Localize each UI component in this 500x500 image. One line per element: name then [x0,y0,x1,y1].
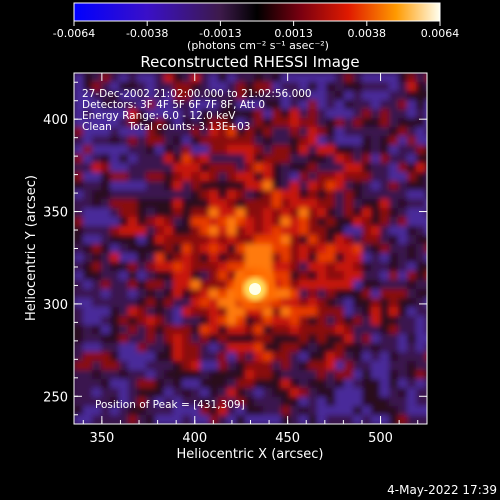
y-tick-label: 300 [43,298,68,313]
annotation-clean-counts: Clean Total counts: 3.13E+03 [82,121,251,133]
colorbar-ticks: -0.0064 -0.0038 -0.0013 0.0013 0.0038 0.0064 [53,21,459,40]
x-tick-label: 500 [368,431,393,446]
y-tick-label: 400 [43,113,68,128]
plot-timestamp: 4-May-2022 17:39 [387,483,497,497]
x-tick-label: 400 [182,431,207,446]
colorbar-tick-label: -0.0013 [199,27,241,40]
annotation-energy-range: Energy Range: 6.0 - 12.0 keV [82,110,236,122]
colorbar-tick-label: 0.0064 [421,27,460,40]
x-tick-label: 350 [89,431,114,446]
colorbar-tick-label: -0.0064 [53,27,95,40]
colorbar-tick-label: 0.0038 [348,27,387,40]
annotation-time-range: 27-Dec-2002 21:02:00.000 to 21:02:56.000 [82,88,312,100]
y-tick-label: 250 [43,390,68,405]
chart-title: Reconstructed RHESSI Image [140,53,359,71]
colorbar-tick-label: -0.0038 [126,27,168,40]
colorbar-tick-label: 0.0013 [274,27,313,40]
y-axis: 250 300 350 400 [43,81,427,416]
heatmap-image [74,73,427,424]
x-axis: 350 400 450 500 [82,73,419,446]
colorbar-unit-label: (photons cm⁻² s⁻¹ asec⁻²) [187,39,329,52]
annotations: 27-Dec-2002 21:02:00.000 to 21:02:56.000… [82,88,312,411]
x-tick-label: 450 [275,431,300,446]
y-tick-label: 350 [43,206,68,221]
colorbar [73,2,441,22]
y-axis-label: Heliocentric Y (arcsec) [24,175,39,321]
annotation-detectors: Detectors: 3F 4F 5F 6F 7F 8F, Att 0 [82,99,265,111]
annotation-peak-position: Position of Peak = [431,309] [95,399,245,411]
x-axis-label: Heliocentric X (arcsec) [177,447,324,462]
